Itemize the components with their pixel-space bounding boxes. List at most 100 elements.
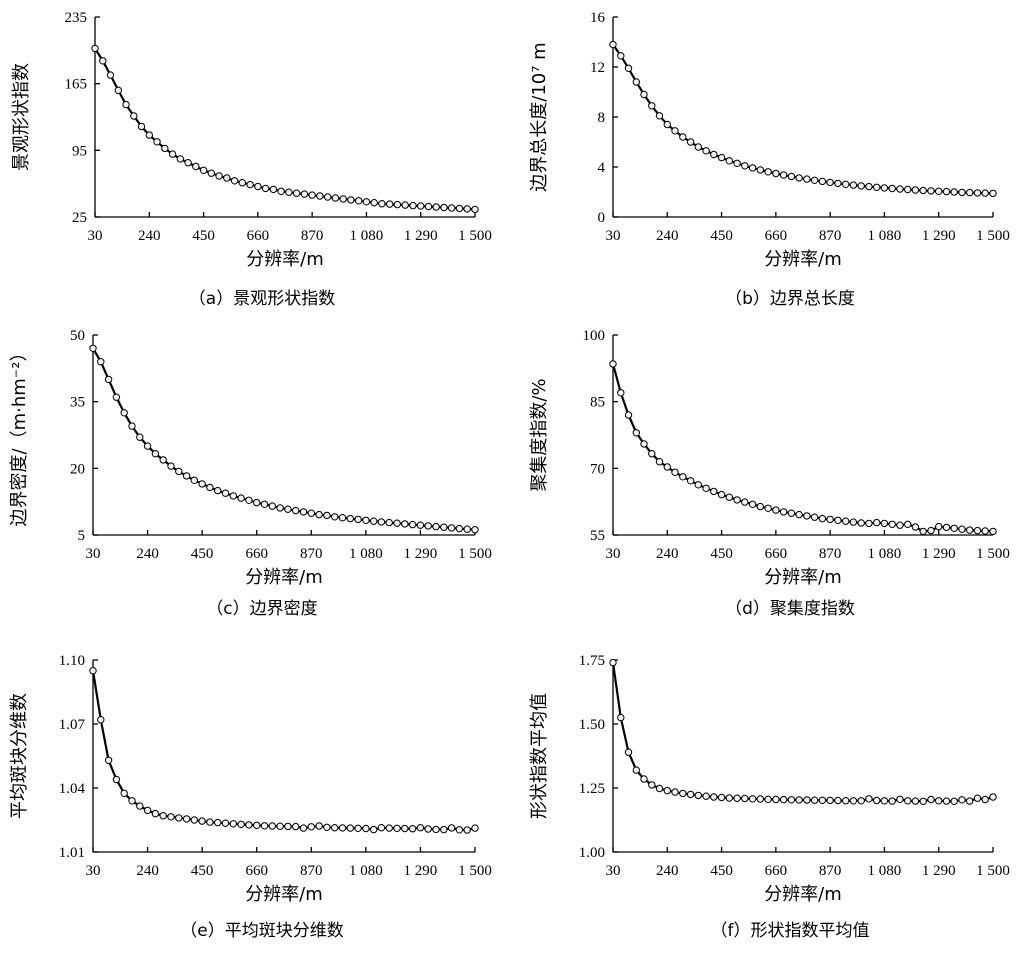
chart-d-data-point (617, 389, 625, 397)
chart-d-y-tick-label: 70 (590, 461, 605, 477)
chart-a-data-point (207, 169, 216, 177)
chart-c-x-tick-label: 240 (136, 546, 159, 562)
chart-a-data-point (448, 204, 456, 212)
chart-f-x-tick-label: 660 (765, 863, 788, 879)
chart-e-data-point (362, 824, 370, 833)
chart-c-data-point (401, 520, 409, 528)
chart-a-data-point (168, 150, 177, 158)
chart-f-data-point (694, 791, 702, 800)
chart-a-data-point (324, 193, 332, 201)
chart-b-x-tick-label: 870 (819, 228, 842, 244)
chart-b-data-point (857, 182, 865, 190)
chart-c-caption: （c）边界密度 (206, 599, 317, 619)
chart-e-data-point (190, 816, 199, 824)
chart-e-data-point (346, 824, 354, 832)
chart-f-data-point (818, 796, 827, 804)
chart-c-data-point (362, 516, 370, 524)
chart-e-data-point (245, 821, 253, 829)
chart-d-data-point (966, 526, 974, 534)
chart-e-x-tick-label: 1 290 (404, 863, 438, 879)
chart-c-data-point (97, 358, 105, 366)
chart-e-data-point (440, 825, 448, 834)
chart-b-data-point (671, 127, 679, 135)
chart-a-data-point (285, 188, 293, 196)
chart-b-data-point (849, 181, 858, 189)
chart-c-data-point (245, 496, 253, 504)
chart-c-data-point (370, 517, 378, 525)
chart-b-data-point (865, 182, 873, 191)
chart-d-data-point (686, 477, 695, 485)
chart-a-data-point (223, 174, 231, 182)
chart-c-y-tick-label: 20 (70, 461, 85, 477)
chart-e-data-point (385, 824, 393, 832)
chart-f-data-point (919, 797, 927, 805)
chart-a-x-tick-label: 870 (301, 228, 324, 244)
chart-c-data-point (299, 508, 308, 516)
chart-c-data-point (292, 506, 300, 515)
chart-f-x-axis-title: 分辨率/m (764, 884, 842, 905)
chart-f-data-point (873, 796, 881, 805)
chart-a-x-tick-label: 1 500 (458, 228, 492, 244)
chart-d-x-tick-label: 660 (765, 546, 788, 562)
chart-e-data-point (229, 820, 238, 828)
chart-f-data-point (966, 797, 974, 805)
chart-a-data-point (215, 172, 223, 180)
chart-a-x-axis-title: 分辨率/m (246, 249, 324, 270)
chart-e-data-point (214, 818, 222, 827)
chart-b-y-axis-title: 边界总长度/10⁷ m (529, 42, 550, 191)
chart-a-data-point (114, 86, 123, 95)
chart-b-data-point (989, 189, 997, 198)
chart-c-data-point (260, 500, 269, 508)
chart-e-data-point (370, 825, 378, 834)
chart-f-data-point (733, 794, 741, 802)
chart-d-data-point (694, 481, 702, 489)
chart-f-data-point (834, 796, 842, 805)
chart-d-data-point (717, 490, 726, 499)
chart-d-data-point (935, 522, 943, 531)
chart-e-data-point (89, 667, 97, 675)
chart-f-data-point (609, 658, 617, 667)
chart-a-data-point (424, 202, 433, 211)
chart-d-data-point (950, 524, 958, 532)
chart-d-x-tick-label: 450 (710, 546, 733, 562)
chart-b-data-point (904, 185, 912, 194)
chart-d-data-point (834, 516, 842, 524)
chart-b-x-tick-label: 1 080 (868, 228, 902, 244)
chart-f-x-tick-label: 240 (656, 863, 679, 879)
chart-c-data-point (424, 522, 432, 530)
chart-e-data-point (159, 812, 167, 820)
chart-d-data-point (772, 506, 780, 514)
chart-a-data-point (230, 177, 239, 185)
chart-e-data-point (323, 823, 331, 831)
chart-c-data-point (447, 524, 456, 532)
chart-d-series-line (611, 363, 994, 533)
chart-a-data-point (362, 198, 371, 206)
chart-e-data-point (424, 825, 432, 833)
chart-c-data-point (385, 518, 393, 527)
chart-f-data-point (795, 796, 803, 804)
chart-e-data-point (206, 818, 214, 826)
chart-d-x-tick-label: 240 (656, 546, 679, 562)
chart-e-data-point (455, 826, 464, 834)
chart-f-data-point (803, 796, 811, 804)
chart-c-data-point (198, 480, 206, 488)
chart-b-data-point (818, 177, 827, 186)
chart-f-data-point (973, 794, 982, 802)
chart-c-data-point (214, 486, 222, 495)
chart-b-x-tick-label: 660 (765, 228, 788, 244)
chart-c-data-point (393, 519, 401, 527)
chart-c-data-point (354, 515, 362, 524)
chart-f-data-point (896, 795, 904, 803)
chart-c-data-point (167, 462, 175, 470)
chart-b-data-point (632, 78, 640, 86)
chart-a-x-tick-label: 1 080 (350, 228, 384, 244)
chart-c-data-point (190, 476, 199, 484)
chart-f-data-point (842, 797, 850, 805)
chart-e-y-tick-label: 1.10 (59, 653, 85, 669)
chart-d-data-point (904, 520, 912, 528)
chart-b-data-point (842, 180, 850, 189)
chart-b-data-point (710, 150, 718, 159)
chart-c-data-point (377, 518, 386, 526)
chart-b-data-point (663, 120, 671, 129)
chart-a-y-tick-label: 235 (65, 10, 88, 26)
